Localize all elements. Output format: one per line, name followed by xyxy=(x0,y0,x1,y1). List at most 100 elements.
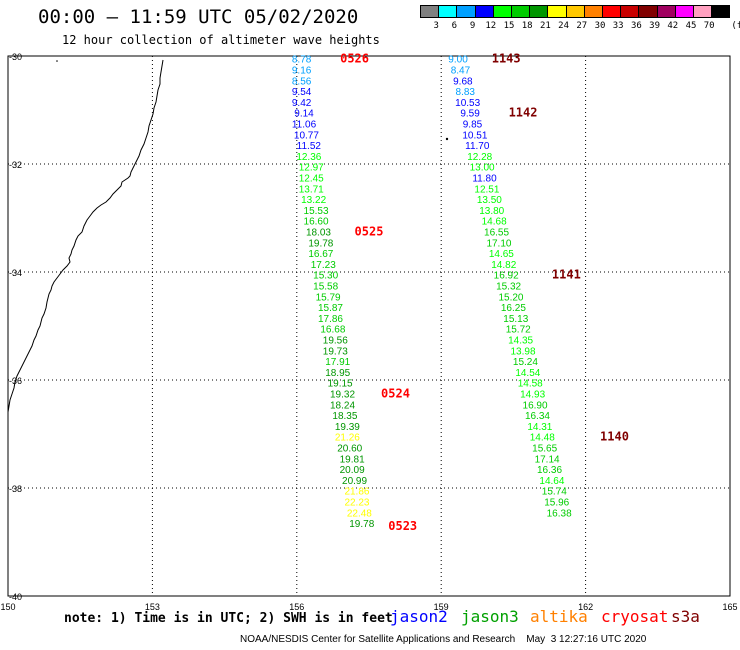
wave-height-value: 15.32 xyxy=(496,282,521,293)
wave-height-value: 15.13 xyxy=(503,314,528,325)
wave-height-value: 21.26 xyxy=(335,433,360,444)
wave-height-value: 14.54 xyxy=(515,368,540,379)
wave-height-value: 18.35 xyxy=(332,411,357,422)
wave-height-value: 19.15 xyxy=(328,379,353,390)
legend-label: 24 xyxy=(558,21,570,31)
wave-height-value: 15.79 xyxy=(316,292,341,303)
wave-height-value: 9.85 xyxy=(463,120,483,131)
wave-height-value: 10.51 xyxy=(462,130,487,141)
wave-height-value: 14.31 xyxy=(527,422,552,433)
footer-note: note: 1) Time is in UTC; 2) SWH is in fe… xyxy=(64,611,393,626)
satellite-name-s3a: s3a xyxy=(671,607,700,626)
wave-height-value: 16.60 xyxy=(304,217,329,228)
legend-label: 9 xyxy=(469,21,476,31)
lat-tick-label: -40 xyxy=(9,592,22,602)
wave-height-value: 16.36 xyxy=(537,465,562,476)
pass-number-label: 1143 xyxy=(492,52,521,66)
lon-tick-label: 159 xyxy=(434,602,449,612)
lon-tick-label: 162 xyxy=(578,602,593,612)
pass-number-label: 1140 xyxy=(600,430,629,444)
pass-number-label: 1141 xyxy=(552,268,581,282)
wave-height-value: 19.78 xyxy=(349,519,374,530)
wave-height-value: 16.90 xyxy=(523,400,548,411)
pass-number-label: 1142 xyxy=(509,106,538,120)
wave-height-value: 12.45 xyxy=(299,174,324,185)
wave-height-value: 11.70 xyxy=(465,141,490,152)
wave-height-value: 14.35 xyxy=(508,336,533,347)
wave-height-value: 13.00 xyxy=(470,163,495,174)
wave-height-value: 14.48 xyxy=(530,433,555,444)
wave-height-value: 20.60 xyxy=(337,444,362,455)
wave-height-value: 13.98 xyxy=(511,346,536,357)
wave-height-value: 16.34 xyxy=(525,411,550,422)
footer-credit: NOAA/NESDIS Center for Satellite Applica… xyxy=(240,634,647,645)
lon-tick-label: 153 xyxy=(145,602,160,612)
lat-tick-label: -32 xyxy=(9,160,22,170)
island-marker xyxy=(445,137,449,141)
wave-height-value: 19.73 xyxy=(323,346,348,357)
lon-tick-label: 165 xyxy=(722,602,737,612)
wave-height-value: 19.32 xyxy=(330,390,355,401)
wave-height-value: 15.65 xyxy=(532,444,557,455)
wave-height-value: 8.78 xyxy=(292,55,312,66)
wave-height-value: 20.09 xyxy=(340,465,365,476)
legend-label: 45 xyxy=(685,21,697,31)
lat-tick-label: -30 xyxy=(9,52,22,62)
lat-tick-label: -34 xyxy=(9,268,22,278)
wave-height-value: 15.72 xyxy=(506,325,531,336)
legend-label: 15 xyxy=(503,21,515,31)
wave-height-value: 13.22 xyxy=(301,195,326,206)
map-grid: 150 153 156 159 162 165-30-32-34-36-38-40 xyxy=(0,52,737,612)
wave-height-value: 9.14 xyxy=(294,109,314,120)
wave-height-value: 17.91 xyxy=(325,357,350,368)
wave-height-value: 18.03 xyxy=(306,228,331,239)
legend-label: 12 xyxy=(485,21,497,31)
pass-number-label: 0523 xyxy=(388,519,417,533)
map-frame xyxy=(7,55,731,597)
wave-height-value: 8.56 xyxy=(292,76,312,87)
legend-label: 39 xyxy=(649,21,661,31)
pass-labels: 0526 0525 0524 0523 1143 1142 1141 1140 xyxy=(340,52,629,533)
wave-height-value: 12.36 xyxy=(296,152,321,163)
satellite-name-jason2: jason2 xyxy=(390,607,448,626)
wave-height-value: 11.52 xyxy=(297,141,322,152)
lat-tick-label: -38 xyxy=(9,484,22,494)
wave-height-value: 16.67 xyxy=(308,249,333,260)
wave-height-value: 15.74 xyxy=(542,487,567,498)
satellite-name-jason3: jason3 xyxy=(461,607,519,626)
wave-height-value: 16.38 xyxy=(547,508,572,519)
wave-height-value: 9.54 xyxy=(292,87,312,98)
wave-height-value: 8.83 xyxy=(456,87,476,98)
wave-height-value: 13.71 xyxy=(299,184,324,195)
wave-height-value: 21.86 xyxy=(344,487,369,498)
legend-label: 3 xyxy=(433,21,439,31)
wave-height-value: 19.81 xyxy=(340,454,365,465)
wave-height-value: 11.06 xyxy=(292,120,317,131)
wave-height-value: 16.25 xyxy=(501,303,526,314)
wave-height-value: 12.97 xyxy=(299,163,324,174)
wave-height-value: 17.86 xyxy=(318,314,343,325)
lon-tick-label: 150 xyxy=(0,602,15,612)
wave-height-value: 8.47 xyxy=(451,66,471,77)
legend-label: 33 xyxy=(612,21,624,31)
wave-height-value: 15.96 xyxy=(544,498,569,509)
wave-height-value: 19.78 xyxy=(308,238,333,249)
wave-height-value: 17.10 xyxy=(486,238,511,249)
wave-height-value: 14.82 xyxy=(491,260,516,271)
pass-number-label: 0526 xyxy=(340,52,369,66)
legend-swatch xyxy=(711,5,731,18)
legend-label: 6 xyxy=(451,21,458,31)
wave-height-value: 17.14 xyxy=(535,454,560,465)
legend-label: 36 xyxy=(630,21,642,31)
wave-height-value: 13.80 xyxy=(479,206,504,217)
legend-label: 21 xyxy=(539,21,551,31)
wave-height-value: 15.20 xyxy=(498,292,523,303)
pass-number-label: 0524 xyxy=(381,387,410,401)
pass-number-label: 0525 xyxy=(355,225,384,239)
track-values: 8.789.168.569.549.429.1411.0610.7711.521… xyxy=(292,55,572,530)
coastline xyxy=(7,59,164,413)
wave-height-value: 15.53 xyxy=(304,206,329,217)
wave-height-value: 9.16 xyxy=(292,66,312,77)
wave-height-value: 12.28 xyxy=(467,152,492,163)
